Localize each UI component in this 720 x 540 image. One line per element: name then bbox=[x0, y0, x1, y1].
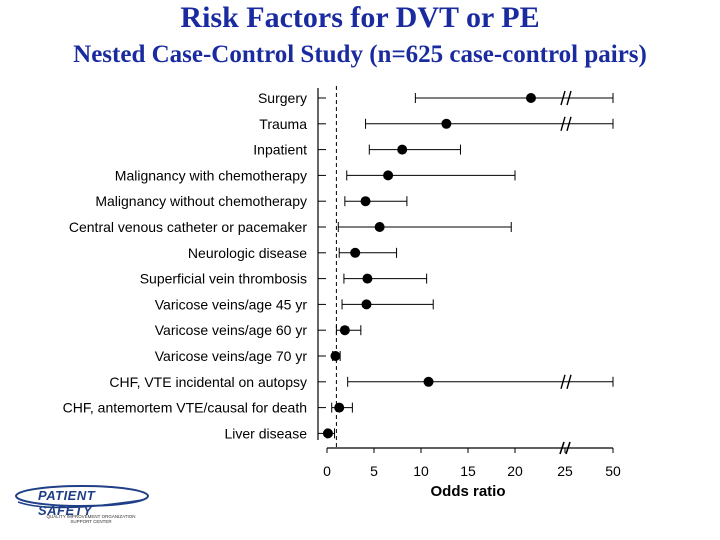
odds-ratio-point bbox=[374, 222, 385, 232]
odds-ratio-point bbox=[362, 273, 373, 284]
row-label: Surgery bbox=[258, 90, 307, 106]
row-label: Varicose veins/age 45 yr bbox=[155, 296, 308, 312]
x-tick-label: 20 bbox=[507, 463, 523, 479]
logo-swoosh-icon bbox=[15, 485, 149, 509]
row-label: CHF, VTE incidental on autopsy bbox=[109, 374, 307, 390]
row-label: CHF, antemortem VTE/causal for death bbox=[63, 400, 307, 416]
row-label: Neurologic disease bbox=[188, 245, 307, 261]
odds-ratio-point bbox=[330, 351, 341, 361]
odds-ratio-point bbox=[423, 376, 434, 387]
row-label: Inpatient bbox=[253, 142, 307, 158]
x-axis-break-mark bbox=[559, 441, 571, 455]
x-tick-label: 15 bbox=[460, 463, 476, 479]
x-tick-label: 5 bbox=[370, 463, 378, 479]
row-label: Superficial vein thrombosis bbox=[140, 271, 307, 287]
ci-break-mark bbox=[560, 116, 572, 131]
odds-ratio-point bbox=[360, 196, 371, 207]
x-tick-label: 0 bbox=[323, 463, 331, 479]
odds-ratio-point bbox=[339, 325, 350, 336]
logo-tagline: QUALITY IMPROVEMENT ORGANIZATION SUPPORT… bbox=[46, 514, 136, 524]
odds-ratio-point bbox=[322, 428, 333, 439]
odds-ratio-point bbox=[361, 299, 372, 310]
x-tick-label: 50 bbox=[605, 463, 621, 479]
row-label: Trauma bbox=[259, 116, 307, 132]
x-tick-label: 25 bbox=[557, 463, 573, 479]
odds-ratio-point bbox=[334, 402, 345, 413]
row-label: Varicose veins/age 60 yr bbox=[155, 322, 308, 338]
x-axis-label: Odds ratio bbox=[430, 483, 505, 500]
odds-ratio-point bbox=[525, 93, 536, 103]
patient-safety-logo: PATIENT SAFETY QUALITY IMPROVEMENT ORGAN… bbox=[12, 484, 152, 528]
ci-break-mark bbox=[560, 374, 572, 389]
logo-text: PATIENT SAFETY bbox=[38, 488, 96, 518]
odds-ratio-point bbox=[441, 118, 452, 129]
odds-ratio-point bbox=[350, 247, 361, 258]
row-label: Malignancy without chemotherapy bbox=[95, 193, 307, 209]
x-tick-label: 10 bbox=[413, 463, 429, 479]
row-label: Liver disease bbox=[225, 425, 308, 441]
odds-ratio-point bbox=[383, 170, 394, 181]
row-label: Central venous catheter or pacemaker bbox=[69, 219, 307, 235]
row-label: Varicose veins/age 70 yr bbox=[155, 348, 308, 364]
chart-title: Risk Factors for DVT or PE bbox=[180, 1, 540, 34]
row-label: Malignancy with chemotherapy bbox=[115, 167, 307, 183]
ci-break-mark bbox=[560, 90, 572, 106]
odds-ratio-point bbox=[397, 144, 408, 155]
chart-subtitle: Nested Case-Control Study (n=625 case-co… bbox=[73, 41, 647, 68]
